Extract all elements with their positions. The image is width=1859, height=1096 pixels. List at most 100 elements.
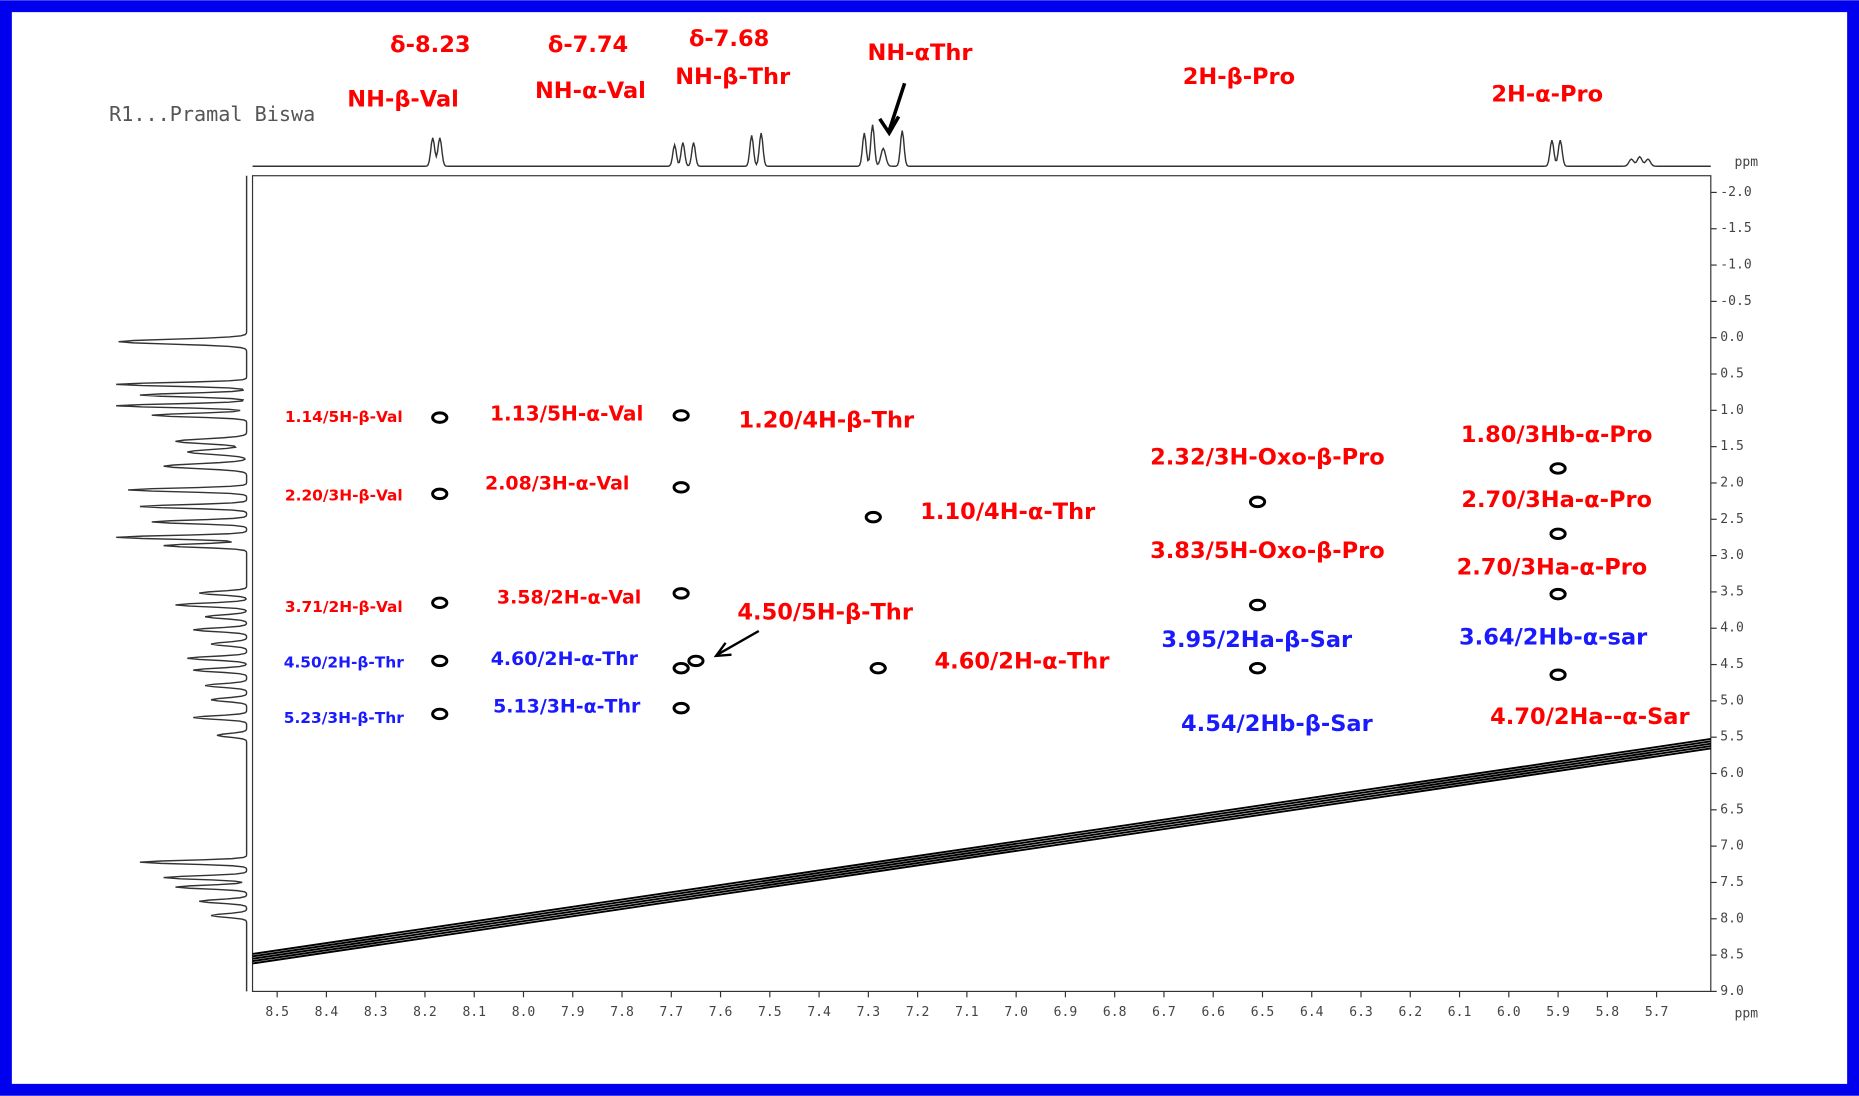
x-tick-label: 6.9: [1054, 1005, 1078, 1020]
y-tick-label: -2.0: [1720, 185, 1751, 200]
annotation: 1.80/3Hb-α-Pro: [1461, 422, 1653, 448]
cross-peak: [869, 661, 887, 675]
annotation: 2.70/3Ha-α-Pro: [1457, 555, 1648, 581]
annotation: 2H-β-Pro: [1183, 64, 1295, 90]
y-tick-label: 0.5: [1720, 367, 1744, 382]
x-tick-label: 7.5: [758, 1005, 782, 1020]
y-tick-label: 2.5: [1720, 512, 1744, 527]
cross-peak: [1549, 668, 1567, 681]
annotation: δ-7.68: [689, 26, 769, 52]
annotation: 3.58/2H-α-Val: [497, 586, 641, 608]
cross-peak: [431, 707, 449, 721]
plot-frame: [251, 175, 1712, 993]
cross-peak: [431, 596, 449, 610]
annotation: 5.23/3H-β-Thr: [284, 709, 405, 727]
cross-peak: [431, 411, 449, 424]
x-tick-label: 8.3: [364, 1005, 388, 1020]
y-tick-label: 6.5: [1720, 802, 1744, 817]
annotation: 4.60/2H-α-Thr: [935, 648, 1111, 674]
y-tick-label: 5.5: [1720, 730, 1744, 745]
arrow: [716, 629, 760, 656]
x-tick-label: 6.5: [1251, 1005, 1275, 1020]
x-tick-label: 6.1: [1448, 1005, 1472, 1020]
left-projection: [116, 175, 248, 992]
y-tick-label: 0.0: [1720, 330, 1744, 345]
diagonal: [252, 740, 1711, 958]
diagonal: [252, 742, 1711, 960]
cross-peak: [1248, 495, 1267, 509]
x-tick-label: 8.5: [265, 1005, 289, 1020]
x-axis-label-top: ppm: [1735, 155, 1759, 170]
y-tick-label: 1.0: [1720, 403, 1744, 418]
cross-peak: [672, 409, 690, 422]
annotation: 3.71/2H-β-Val: [285, 598, 403, 616]
cross-peak: [687, 654, 705, 668]
x-tick-label: 7.0: [1004, 1005, 1028, 1020]
annotation: 4.50/2H-β-Thr: [284, 654, 405, 672]
x-tick-label: 7.2: [906, 1005, 930, 1020]
y-tick-label: 6.0: [1720, 766, 1744, 781]
annotation: 2H-α-Pro: [1491, 82, 1603, 108]
cross-peak: [1248, 598, 1267, 612]
y-tick-label: -1.5: [1720, 221, 1751, 236]
cross-peak: [672, 587, 690, 600]
y-tick-label: 8.5: [1720, 948, 1744, 963]
x-tick-label: 7.4: [807, 1005, 831, 1020]
annotation: 4.54/2Hb-β-Sar: [1181, 711, 1374, 737]
annotation: NH-α-Val: [535, 78, 646, 104]
arrow-head: [713, 642, 732, 658]
top-projection: [252, 124, 1711, 167]
cross-peak: [1549, 527, 1567, 541]
cross-peak: [1549, 587, 1567, 601]
diagonal: [252, 738, 1711, 955]
x-tick-label: 8.0: [512, 1005, 536, 1020]
annotation: δ-8.23: [390, 32, 470, 58]
y-tick-label: -1.0: [1720, 258, 1751, 273]
x-tick-label: 6.4: [1300, 1005, 1324, 1020]
annotation: NH-β-Val: [347, 86, 459, 112]
diagonal: [252, 747, 1711, 965]
y-tick-label: -0.5: [1720, 294, 1751, 309]
x-tick-label: 5.9: [1546, 1005, 1570, 1020]
annotation: 1.10/4H-α-Thr: [920, 499, 1096, 525]
y-tick-label: 5.0: [1720, 693, 1744, 708]
x-tick-label: 7.3: [857, 1005, 881, 1020]
x-tick-label: 6.2: [1399, 1005, 1423, 1020]
x-tick-label: 6.6: [1201, 1005, 1225, 1020]
annotation: 2.32/3H-Oxo-β-Pro: [1150, 444, 1385, 470]
y-tick-label: 2.0: [1720, 475, 1744, 490]
annotation: 2.70/3Ha-α-Pro: [1461, 487, 1652, 513]
y-tick-label: 4.0: [1720, 621, 1744, 636]
y-tick-label: 9.0: [1720, 984, 1744, 999]
cross-peak: [1248, 661, 1267, 675]
y-tick-label: 8.0: [1720, 911, 1744, 926]
x-tick-label: 7.8: [610, 1005, 634, 1020]
annotation: 2.20/3H-β-Val: [285, 486, 403, 504]
y-tick-label: 7.0: [1720, 839, 1744, 854]
annotation: 4.70/2Ha--α-Sar: [1490, 704, 1690, 730]
annotation: NH-β-Thr: [675, 64, 791, 90]
x-axis-label: ppm: [1735, 1006, 1759, 1021]
cross-peak: [672, 661, 690, 675]
annotation: 4.50/5H-β-Thr: [737, 600, 913, 626]
cross-peak: [431, 487, 449, 501]
x-tick-label: 6.8: [1103, 1005, 1127, 1020]
x-tick-label: 7.7: [660, 1005, 684, 1020]
x-tick-label: 7.1: [955, 1005, 979, 1020]
chart-title: R1...Pramal Biswa: [109, 102, 315, 126]
y-tick-label: 3.5: [1720, 584, 1744, 599]
cross-peak: [431, 654, 449, 668]
x-tick-label: 7.9: [561, 1005, 585, 1020]
annotation: 1.13/5H-α-Val: [490, 402, 643, 426]
annotation: 1.14/5H-β-Val: [285, 408, 403, 426]
x-tick-label: 8.2: [413, 1005, 437, 1020]
x-tick-label: 8.4: [315, 1005, 339, 1020]
annotation: 3.64/2Hb-α-sar: [1459, 625, 1648, 651]
cross-peak: [1549, 462, 1567, 475]
x-tick-label: 6.3: [1349, 1005, 1373, 1020]
annotation: 4.60/2H-α-Thr: [491, 648, 639, 670]
y-tick-label: 7.5: [1720, 875, 1744, 890]
annotation: δ-7.74: [548, 32, 628, 58]
